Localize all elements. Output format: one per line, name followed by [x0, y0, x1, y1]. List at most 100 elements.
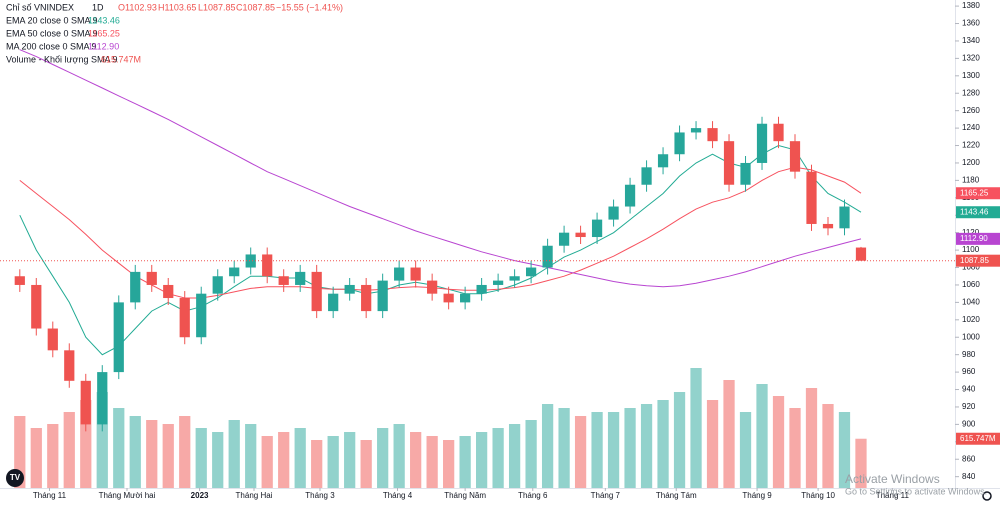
candle-body: [525, 267, 537, 277]
candle-body: [377, 280, 388, 312]
ma-line: [19, 49, 862, 288]
y-tick-label: 940: [962, 385, 976, 394]
y-tick-label: 1120: [962, 228, 980, 237]
candle-body: [278, 276, 289, 285]
candle-body: [361, 284, 372, 312]
candle-body: [64, 350, 75, 381]
y-tick-label: 1300: [962, 71, 980, 80]
legend-name: EMA 50 close 0 SMA 9: [6, 28, 98, 38]
volume-bar: [624, 408, 636, 488]
volume-bar: [179, 416, 191, 488]
last-price-label: 1087.85: [960, 256, 989, 265]
candle-body: [608, 206, 619, 220]
volume-bar: [162, 424, 174, 488]
y-tick-label: 1060: [962, 280, 980, 289]
volume-bar: [30, 428, 42, 488]
volume-bar: [508, 424, 521, 488]
ohlc-change: −15.55 (−1.41%): [276, 2, 343, 12]
volume-bar: [640, 404, 653, 488]
candle-body: [575, 232, 586, 238]
candle-body: [212, 276, 223, 294]
volume-bar: [228, 420, 240, 488]
ma-last-label-bg: [956, 232, 1000, 245]
candle-body: [245, 254, 256, 268]
x-tick-label: Tháng Mười hai: [99, 491, 156, 500]
candle-body: [723, 141, 735, 185]
candle-body: [707, 128, 718, 142]
candle-body: [47, 328, 58, 351]
volume-bar: [805, 388, 818, 488]
y-tick-label: 1240: [962, 123, 980, 132]
x-tick-label: Tháng 11: [33, 491, 67, 500]
ohlc-high: H1103.65: [158, 2, 196, 12]
candle-body: [31, 284, 42, 329]
ma-last-label: 1165.25: [960, 188, 989, 197]
volume-bar: [360, 440, 372, 488]
volume-bar: [14, 416, 26, 488]
x-tick-label: Tháng 3: [305, 491, 335, 500]
candle-body: [740, 162, 751, 185]
candle-body: [542, 245, 553, 268]
candle-body: [773, 123, 784, 142]
volume-bar: [63, 412, 75, 488]
volume-bar: [772, 396, 785, 488]
x-tick-label: 2023: [191, 491, 209, 500]
candle-body: [344, 284, 355, 294]
y-tick-label: 1360: [962, 19, 980, 28]
volume-bar: [261, 436, 273, 488]
volume-bar: [723, 380, 735, 488]
candle-body: [509, 276, 520, 281]
y-tick-label: 1020: [962, 315, 980, 324]
watermark-subtitle: Go to Settings to activate Windows.: [845, 486, 987, 496]
candle-body: [229, 267, 240, 277]
volume-bar: [113, 408, 125, 488]
x-tick-label: Tháng Tám: [656, 491, 697, 500]
legend: Chỉ số VNINDEX 1D O1102.93 H1103.65 L108…: [6, 2, 343, 64]
candle-body: [822, 223, 834, 229]
y-tick-label: 840: [962, 472, 976, 481]
volume-bar: [278, 432, 290, 488]
candle-body: [295, 271, 306, 285]
volume-bar: [146, 420, 158, 488]
x-tick-label: Tháng 4: [383, 491, 413, 500]
candle-body: [262, 254, 273, 277]
y-tick-label: 1220: [962, 141, 980, 150]
y-tick-label: 1340: [962, 36, 980, 45]
candle-body: [14, 276, 25, 285]
volume-bar: [410, 432, 422, 488]
legend-name: MA 200 close 0 SMA 9: [6, 41, 97, 51]
candle-body: [756, 123, 768, 163]
y-tick-label: 1380: [962, 1, 980, 10]
candle-body: [163, 284, 174, 299]
candle-body: [591, 219, 603, 238]
candle-body: [558, 232, 570, 246]
svg-text:TV: TV: [10, 473, 21, 482]
tradingview-logo: TV: [6, 469, 24, 487]
watermark-title: Activate Windows: [845, 472, 940, 486]
x-tick-label: Tháng 7: [591, 491, 621, 500]
y-tick-label: 1080: [962, 263, 980, 272]
settings-icon[interactable]: [982, 491, 992, 501]
volume-bar: [607, 412, 620, 488]
volume-bar: [475, 432, 488, 488]
candle-body: [443, 293, 454, 303]
x-tick-label: Tháng 11: [876, 491, 910, 500]
y-tick-label: 1320: [962, 53, 980, 62]
volume-bar: [756, 384, 768, 488]
volume-bar: [344, 432, 356, 488]
candle-body: [179, 298, 190, 338]
ohlc-open: O1102.93: [118, 2, 157, 12]
candle-body: [476, 284, 487, 294]
volume-bar: [822, 404, 834, 488]
volume-last-label-bg: [956, 432, 1000, 445]
ma-line: [19, 166, 862, 299]
volume-bar: [212, 432, 224, 488]
ma-last-label-bg: [956, 187, 1000, 200]
volume-bar: [47, 424, 59, 488]
volume-bar: [591, 412, 603, 488]
legend-value: 615.747M: [101, 54, 141, 64]
volume-bar: [558, 408, 570, 488]
axes: 8408608809009209409609801000102010401060…: [33, 1, 1000, 500]
volume-bar: [459, 436, 471, 488]
